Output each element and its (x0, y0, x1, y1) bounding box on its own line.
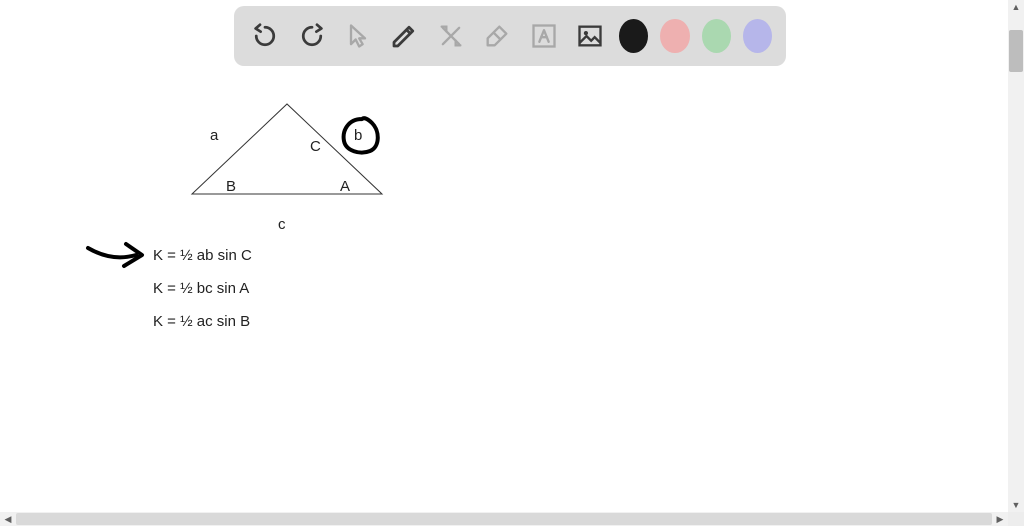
eraser-icon (483, 22, 511, 50)
vertex-label-B: B (226, 178, 236, 195)
redo-icon (297, 21, 327, 51)
vertex-label-A: A (340, 178, 350, 195)
scroll-right-button[interactable]: ▶ (992, 512, 1008, 526)
arrow-annotation (84, 238, 152, 274)
formula-2: K = ½ bc sin A (153, 280, 249, 297)
vertex-label-C: C (310, 138, 321, 155)
color-pink-button[interactable] (660, 19, 689, 53)
vertical-scrollbar-thumb[interactable] (1009, 30, 1023, 72)
pointer-tool-button[interactable] (341, 16, 375, 56)
scroll-left-button[interactable]: ◀ (0, 512, 16, 526)
whiteboard-canvas[interactable]: a b c A B C K = ½ ab sin C K = ½ bc sin … (0, 0, 1024, 526)
scroll-up-button[interactable]: ▲ (1008, 0, 1024, 14)
image-tool-button[interactable] (573, 16, 607, 56)
circle-annotation (340, 115, 384, 159)
eraser-tool-button[interactable] (480, 16, 514, 56)
image-icon (576, 22, 604, 50)
formula-3: K = ½ ac sin B (153, 313, 250, 330)
horizontal-scrollbar-thumb[interactable] (16, 513, 992, 525)
text-box-icon (530, 22, 558, 50)
drawing-toolbar (234, 6, 786, 66)
color-green-button[interactable] (702, 19, 731, 53)
color-purple-button[interactable] (743, 19, 772, 53)
vertical-scrollbar-track[interactable]: ▲ ▼ (1008, 0, 1024, 512)
text-tool-button[interactable] (526, 16, 560, 56)
side-label-c: c (278, 216, 286, 233)
pen-icon (389, 21, 419, 51)
tools-disabled-button[interactable] (434, 16, 468, 56)
undo-button[interactable] (248, 16, 282, 56)
cursor-icon (344, 22, 372, 50)
pen-tool-button[interactable] (387, 16, 421, 56)
crossed-tools-icon (437, 22, 465, 50)
horizontal-scrollbar-track[interactable]: ◀ ▶ (0, 512, 1008, 526)
formula-1: K = ½ ab sin C (153, 247, 252, 264)
side-label-a: a (210, 127, 218, 144)
scroll-down-button[interactable]: ▼ (1008, 498, 1024, 512)
scrollbar-corner (1008, 512, 1024, 526)
undo-icon (250, 21, 280, 51)
redo-button[interactable] (294, 16, 328, 56)
color-black-button[interactable] (619, 19, 648, 53)
